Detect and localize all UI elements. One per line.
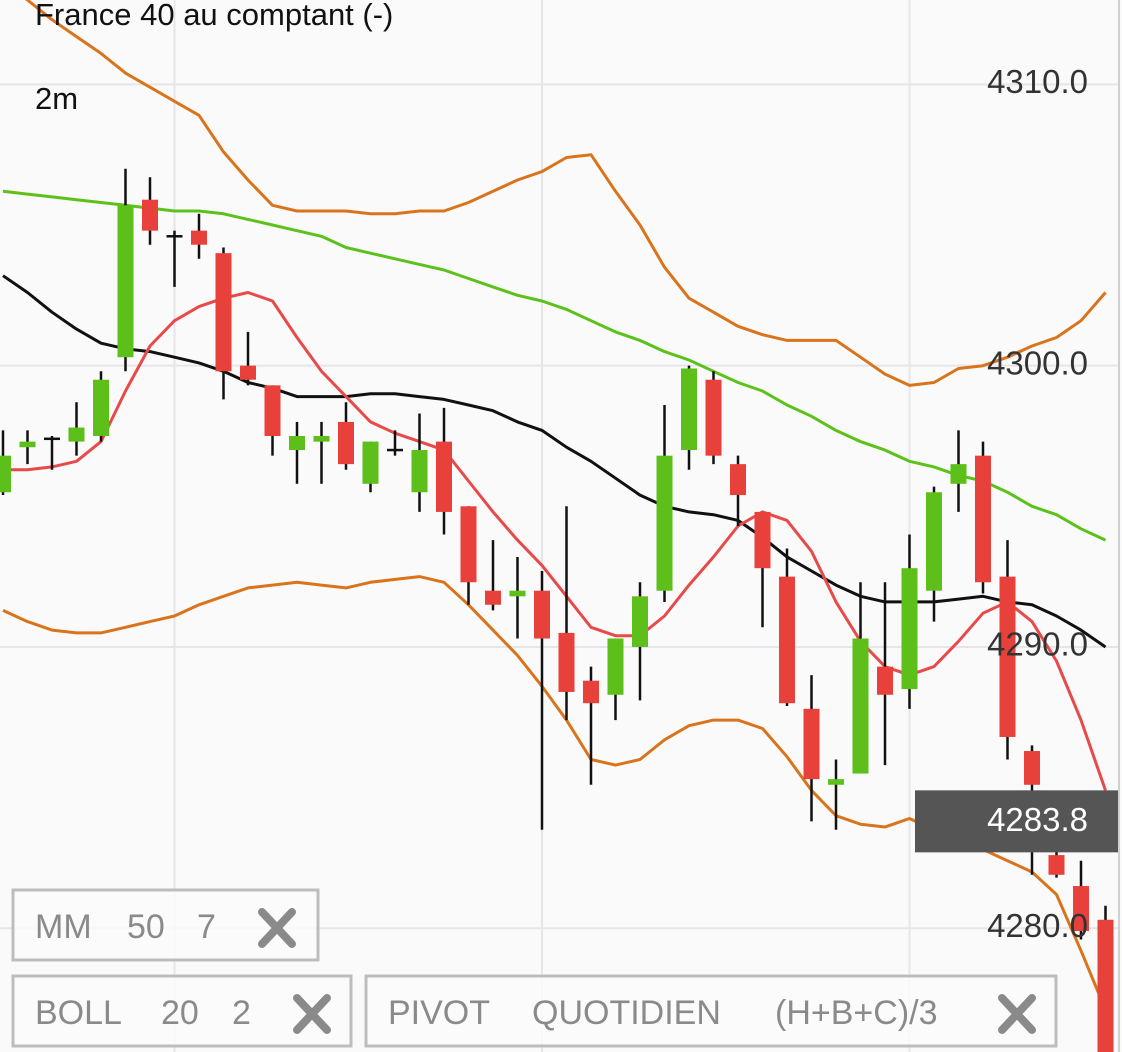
candle-body: [877, 666, 893, 695]
candle-body: [1073, 886, 1089, 932]
y-tick-label: 4280.0: [987, 907, 1088, 944]
candle-body: [191, 230, 207, 245]
indicator-pivot[interactable]: PIVOT QUOTIDIEN (H+B+C)/3: [364, 974, 1058, 1048]
close-icon[interactable]: [258, 908, 296, 948]
candle-body: [754, 511, 771, 569]
indicator-mm[interactable]: MM 50 7: [11, 888, 320, 962]
last-price-tag: 4283.8: [915, 790, 1118, 853]
candle-body: [999, 576, 1016, 737]
candle-body: [338, 421, 354, 465]
last-price-box: [915, 790, 1118, 853]
y-tick-label: 4290.0: [987, 626, 1088, 663]
candle-body: [460, 506, 477, 583]
candle-body: [852, 638, 869, 774]
indicator-name: PIVOT: [388, 994, 490, 1032]
candles: [0, 168, 1114, 1052]
indicator-line: [2, 274, 1107, 649]
timeframe: 2m: [35, 81, 78, 116]
candle-body: [828, 779, 844, 785]
y-tick-label: 4300.0: [987, 344, 1088, 381]
y-tick-label: 4310.0: [987, 63, 1088, 100]
candle-body: [632, 596, 648, 647]
candle-body: [1097, 919, 1114, 1052]
candle-body: [264, 385, 281, 436]
candle-body: [240, 365, 256, 380]
indicator-box[interactable]: [11, 974, 353, 1048]
candle-body: [803, 708, 820, 780]
candle-body: [215, 253, 232, 372]
candle-body: [656, 455, 673, 591]
indicator-param: QUOTIDIEN: [532, 994, 721, 1032]
indicator-param: 50: [127, 908, 165, 946]
candle-body: [19, 441, 36, 448]
indicator-name: MM: [35, 908, 92, 946]
candle-body: [558, 632, 575, 692]
indicator-box[interactable]: [11, 888, 320, 962]
candle-body: [68, 427, 85, 442]
candle-body: [485, 590, 501, 605]
candle-body: [607, 638, 624, 695]
close-icon[interactable]: [293, 994, 331, 1034]
candle-body: [583, 680, 599, 704]
candle-body: [681, 368, 697, 451]
candle-body: [926, 492, 942, 591]
candle-body: [0, 455, 11, 493]
candle-body: [289, 435, 305, 451]
indicator-param: (H+B+C)/3: [775, 994, 938, 1032]
indicator-param: 7: [197, 908, 216, 946]
candle-body: [705, 379, 722, 456]
candle-body: [93, 379, 109, 436]
indicator-line: [3, 291, 1107, 791]
indicator-box[interactable]: [364, 974, 1058, 1048]
indicator-name: BOLL: [35, 994, 122, 1032]
chart-title: France 40 au comptant (-): [35, 0, 393, 32]
indicator-param: 2: [232, 994, 251, 1032]
candle-body: [411, 450, 428, 493]
indicator-line: [2, 189, 1107, 542]
candle-body: [534, 590, 550, 639]
candle-body: [436, 441, 452, 512]
indicator-line: [25, 0, 1107, 387]
candle-body: [975, 455, 991, 583]
indicator-param: 20: [161, 994, 199, 1032]
candle-body: [779, 576, 795, 704]
indicator-boll[interactable]: BOLL 20 2: [11, 974, 353, 1048]
candle-body: [1024, 751, 1040, 785]
candle-body: [117, 205, 134, 358]
candle-body: [901, 568, 918, 690]
candle-body: [313, 435, 330, 442]
candle-body: [509, 590, 526, 597]
candle-body: [950, 464, 967, 484]
close-icon[interactable]: [998, 994, 1036, 1034]
y-axis: 4310.0 4300.0 4290.0 4280.0: [987, 63, 1088, 944]
candle-body: [1048, 855, 1065, 875]
candle-body: [142, 199, 158, 231]
candle-body: [730, 464, 746, 496]
candle-body: [362, 441, 379, 484]
last-price-label: 4283.8: [987, 801, 1088, 838]
